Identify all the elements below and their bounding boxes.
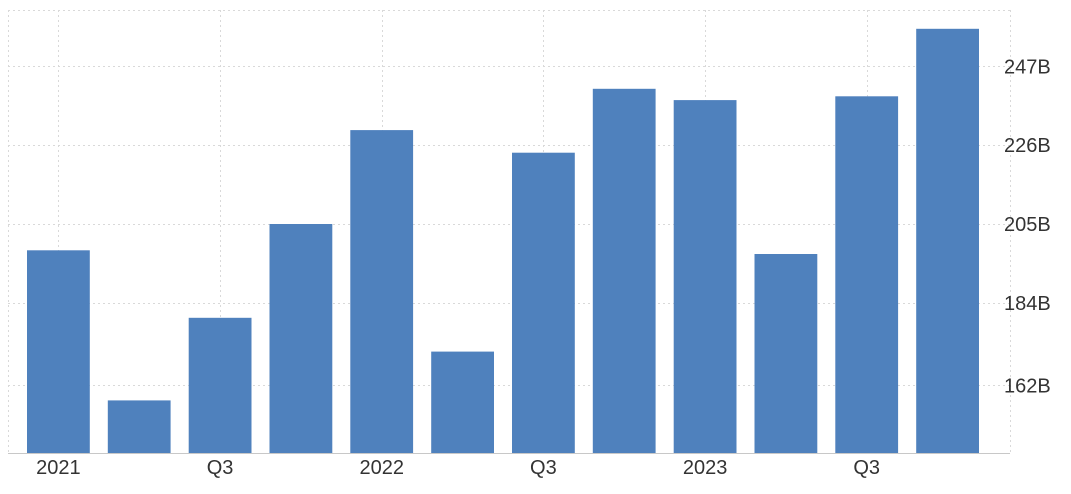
bar	[350, 130, 414, 453]
x-tick-label: Q3	[853, 457, 880, 479]
bar	[512, 152, 575, 453]
x-tick-label: 2021	[36, 457, 81, 479]
y-tick-label: 184B	[1004, 293, 1051, 315]
x-tick-label: Q3	[207, 457, 234, 479]
grid	[8, 10, 1011, 453]
bar	[431, 351, 494, 453]
bar	[592, 88, 656, 454]
bar	[188, 317, 252, 453]
bars	[27, 28, 979, 454]
bar	[754, 254, 818, 453]
x-tick-label: 2023	[683, 457, 728, 479]
y-tick-label: 247B	[1004, 56, 1051, 78]
y-tick-label: 226B	[1004, 135, 1051, 157]
bar	[107, 400, 171, 453]
x-tick-label: 2022	[360, 457, 405, 479]
y-tick-label: 162B	[1004, 375, 1051, 397]
x-tick-label: Q3	[530, 457, 557, 479]
bar	[916, 28, 979, 454]
bar	[27, 250, 90, 453]
bar	[269, 224, 333, 453]
bar	[673, 100, 737, 453]
tick-labels: 162B 184B 205B 226B 247B 2021 Q3 2022 Q3 2023 Q3	[36, 56, 1051, 479]
bar	[835, 96, 899, 454]
y-tick-label: 205B	[1004, 214, 1051, 236]
